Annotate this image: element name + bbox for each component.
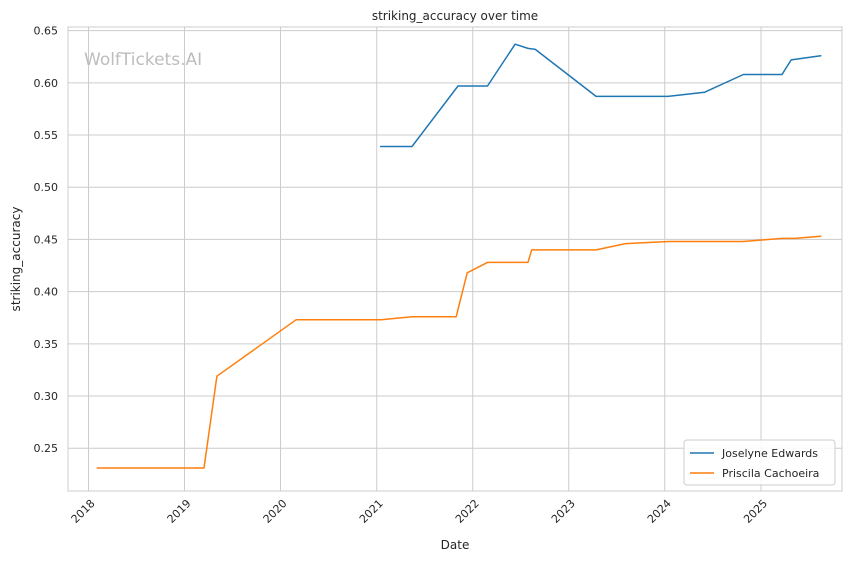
chart-title: striking_accuracy over time — [372, 9, 538, 23]
x-tick-label: 2019 — [165, 497, 194, 526]
x-axis-label: Date — [441, 538, 470, 552]
plot-area — [67, 26, 843, 492]
y-tick-label: 0.50 — [34, 181, 59, 194]
x-tick-label: 2018 — [69, 497, 98, 526]
y-tick-label: 0.45 — [34, 233, 59, 246]
y-tick-label: 0.35 — [34, 338, 59, 351]
y-tick-label: 0.40 — [34, 286, 59, 299]
series-line-priscila-cachoeira — [96, 235, 822, 469]
x-axis-ticks: 2018 2019 2020 2021 2022 2023 2024 2025 — [69, 497, 770, 526]
y-tick-label: 0.60 — [34, 77, 59, 90]
y-tick-label: 0.55 — [34, 129, 59, 142]
legend: Joselyne Edwards Priscila Cachoeira — [683, 439, 836, 486]
grid-lines — [68, 27, 842, 491]
y-tick-label: 0.65 — [34, 25, 59, 38]
y-tick-label: 0.30 — [34, 390, 59, 403]
x-tick-label: 2025 — [741, 497, 770, 526]
x-tick-label: 2020 — [261, 497, 290, 526]
x-tick-label: 2021 — [357, 497, 386, 526]
x-tick-label: 2022 — [453, 497, 482, 526]
legend-label-joselyne-edwards: Joselyne Edwards — [721, 447, 818, 460]
y-axis-ticks: 0.25 0.30 0.35 0.40 0.45 0.50 0.55 0.60 0.65 — [34, 25, 59, 456]
series-lines — [96, 43, 822, 469]
x-tick-label: 2023 — [549, 497, 578, 526]
y-axis-label: striking_accuracy — [9, 207, 23, 312]
legend-box — [683, 439, 836, 486]
y-tick-label: 0.25 — [34, 442, 59, 455]
series-line-joselyne-edwards — [379, 43, 822, 148]
watermark: WolfTickets.AI — [84, 50, 202, 70]
legend-label-priscila-cachoeira: Priscila Cachoeira — [722, 467, 819, 480]
x-tick-label: 2024 — [645, 497, 674, 526]
